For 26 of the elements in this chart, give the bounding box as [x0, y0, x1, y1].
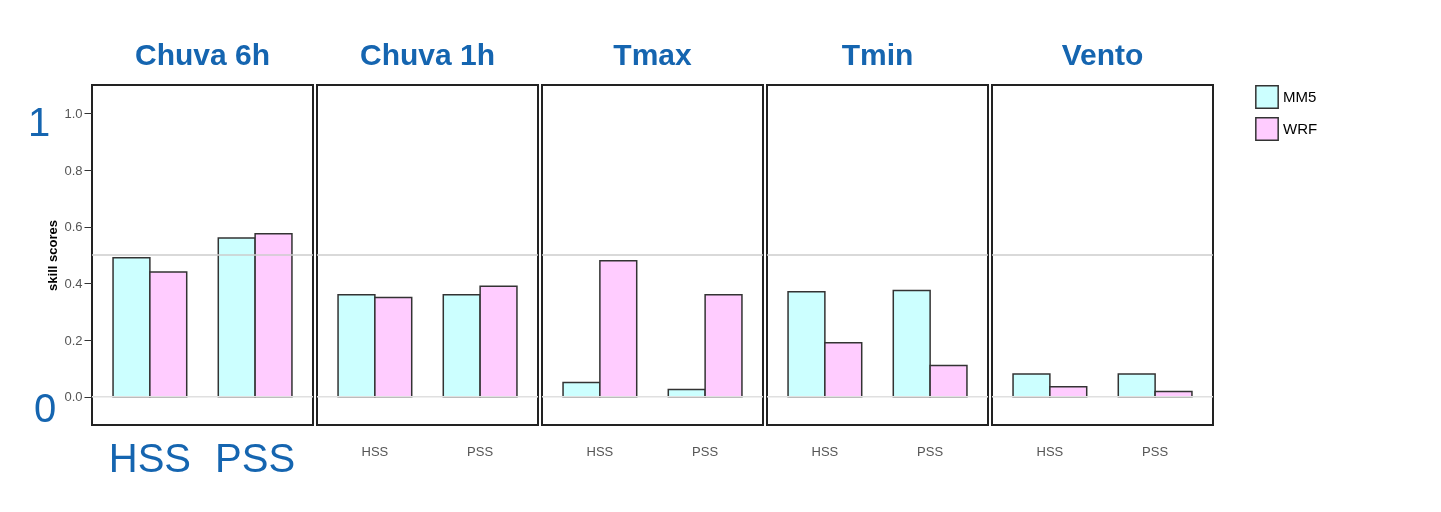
x-tick-label: HSS	[1036, 443, 1064, 459]
y-tick-label: 0.6	[64, 219, 83, 235]
text: 1	[28, 100, 51, 144]
x-tick-label: PSS	[917, 443, 944, 459]
y-axis-title: skill scores	[45, 220, 61, 291]
y-tick-label: 0.2	[64, 332, 83, 348]
x-tick-label: PSS	[692, 443, 719, 459]
x-tick-label: HSS	[811, 443, 839, 459]
x-tick-label: PSS	[215, 435, 296, 480]
chart-title: Tmax	[613, 38, 692, 71]
chart-title: Tmin	[841, 38, 914, 71]
x-tick-label: PSS	[467, 443, 494, 459]
chart-title: Vento	[1061, 38, 1144, 71]
y-tick-label: 0.0	[64, 389, 83, 405]
y-tick-label: 0.4	[64, 275, 83, 291]
x-tick-label: HSS	[108, 435, 192, 480]
chart-title: Chuva 1h	[359, 38, 496, 71]
x-tick-label: HSS	[586, 443, 614, 459]
x-tick-label: HSS	[361, 443, 389, 459]
text: 0	[34, 386, 57, 430]
y-tick-label: 0.8	[64, 162, 83, 178]
legend-label: WRF	[1283, 120, 1318, 137]
y-tick-label: 1.0	[64, 105, 83, 121]
x-tick-label: PSS	[1142, 443, 1169, 459]
chart-title: Chuva 6h	[134, 38, 271, 71]
legend-label: MM5	[1283, 88, 1317, 105]
